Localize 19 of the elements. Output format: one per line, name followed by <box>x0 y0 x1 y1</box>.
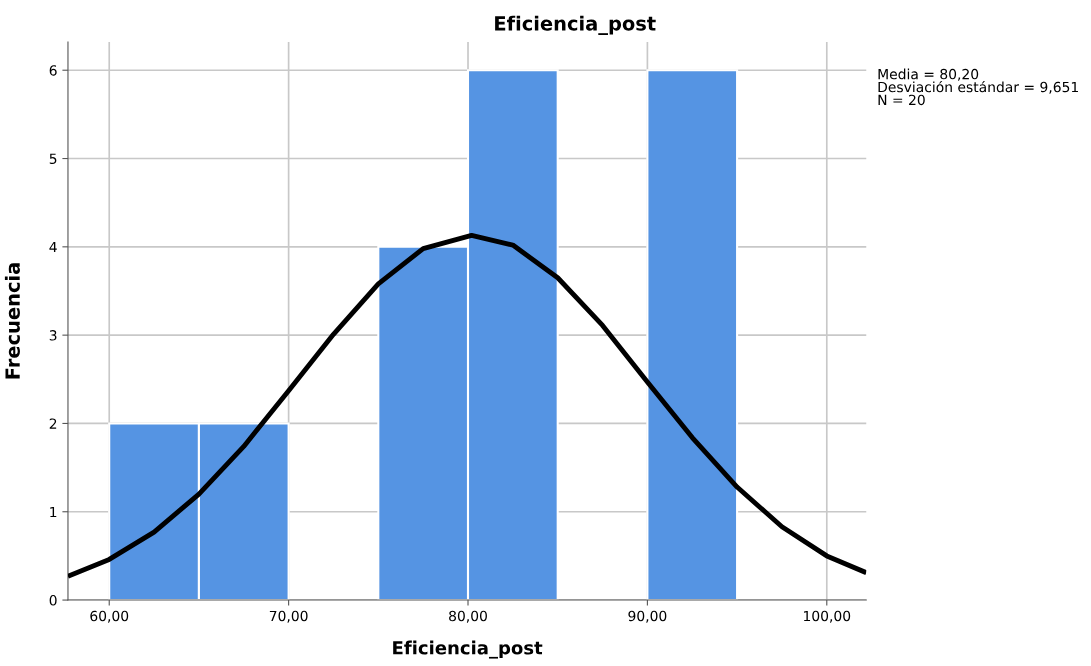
y-tick-label: 1 <box>50 506 57 518</box>
line-series <box>67 232 867 579</box>
x-tick-label: 60,00 <box>90 610 129 623</box>
y-tick-label: 4 <box>49 241 57 253</box>
y-tick-label: 5 <box>49 153 57 164</box>
text: Desviación estándar = 9,651 <box>878 80 1078 94</box>
text: Media = 80,20 <box>878 68 979 81</box>
chart-title: Eficiencia_post <box>495 15 656 35</box>
x-tick-label: 80,00 <box>449 610 487 623</box>
y-tick-label: 2 <box>49 418 57 429</box>
x-tick-label: 100,00 <box>804 610 851 623</box>
y-axis-title: Frecuencia <box>4 263 20 379</box>
text: N = 20 <box>878 94 925 106</box>
x-tick-label: 90,00 <box>628 610 667 623</box>
y-tick-label: 6 <box>49 65 57 76</box>
y-tick-label: 0 <box>49 595 57 606</box>
x-axis-title: Eficiencia_post <box>393 640 543 659</box>
y-tick-label: 3 <box>49 330 57 341</box>
x-tick-label: 70,00 <box>269 610 308 623</box>
